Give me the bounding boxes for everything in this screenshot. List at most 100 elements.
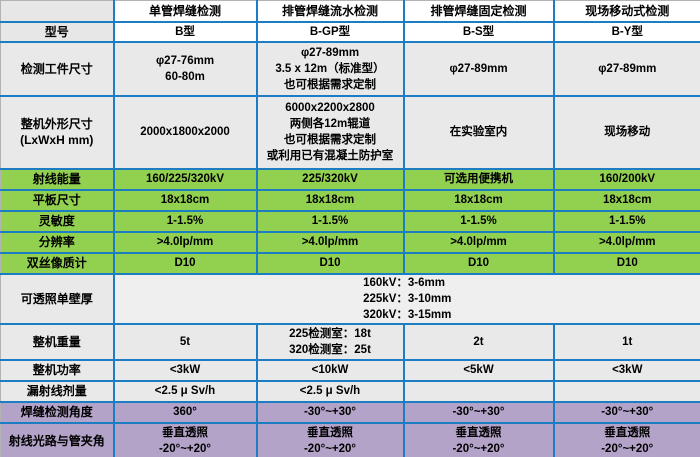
- table-cell: 18x18cm: [552, 188, 700, 212]
- cell-line: 垂直透照: [455, 426, 502, 439]
- row-label: 双丝像质计: [0, 251, 115, 275]
- table-cell: 垂直透照 -20°~+20°: [552, 421, 700, 457]
- table-row-duplex-iqi: 双丝像质计 D10 D10 D10 D10: [0, 251, 700, 275]
- cell-line: -20°~+20°: [601, 442, 654, 455]
- table-cell: B-Y型: [552, 20, 700, 43]
- table-cell: 垂直透照 -20°~+20°: [255, 421, 405, 457]
- table-cell: >4.0lp/mm: [112, 230, 258, 254]
- row-label: 整机重量: [0, 322, 115, 361]
- table-cell: >4.0lp/mm: [552, 230, 700, 254]
- table-cell: 可选用便携机: [402, 167, 555, 191]
- row-label: 整机外形尺寸 (LxWxH mm): [0, 94, 115, 170]
- table-cell: 160/200kV: [552, 167, 700, 191]
- table-row-header: 单管焊缝检测 排管焊缝流水检测 排管焊缝固定检测 现场移动式检测: [0, 0, 700, 23]
- column-header: 排管焊缝流水检测: [255, 0, 405, 23]
- column-header: 排管焊缝固定检测: [402, 0, 555, 23]
- table-cell: 2000x1800x2000: [112, 94, 258, 170]
- table-cell: <3kW: [112, 358, 258, 382]
- table-cell: -30°~+30°: [255, 400, 405, 424]
- cell-line: 垂直透照: [307, 426, 353, 439]
- table-cell: <2.5 μ Sv/h: [255, 379, 405, 403]
- table-cell: <10kW: [255, 358, 405, 382]
- table-cell: φ27-89mm: [402, 40, 555, 97]
- table-cell: <3kW: [552, 358, 700, 382]
- column-header: 单管焊缝检测: [112, 0, 258, 23]
- table-cell: 18x18cm: [112, 188, 258, 212]
- corner-cell: [0, 0, 115, 23]
- table-cell-merged: 160kV：3-6mm 225kV：3-10mm 320kV：3-15mm: [112, 272, 700, 325]
- cell-line: 两侧各12m辊道: [289, 118, 371, 130]
- table-cell: [552, 379, 700, 403]
- table-cell: -30°~+30°: [552, 400, 700, 424]
- cell-line: 或利用已有混凝土防护室: [266, 150, 394, 162]
- weight-values: 225检测室：18t 320检测室：25t: [289, 326, 371, 358]
- table-cell: φ27-76mm 60-80m: [112, 40, 258, 97]
- table-cell: 1t: [552, 322, 700, 361]
- table-row-energy: 射线能量 160/225/320kV 225/320kV 可选用便携机 160/…: [0, 167, 700, 191]
- row-label: 射线能量: [0, 167, 115, 191]
- table-cell: B型: [112, 20, 258, 43]
- row-label: 可透照单壁厚: [0, 272, 115, 325]
- cell-line: 6000x2200x2800: [285, 102, 375, 114]
- table-cell: 1-1.5%: [255, 209, 405, 233]
- row-label: 平板尺寸: [0, 188, 115, 212]
- row-label: 整机功率: [0, 358, 115, 382]
- table-cell: 在实验室内: [402, 94, 555, 170]
- cell-line: -20°~+20°: [303, 442, 357, 455]
- table-row-weight: 整机重量 5t 225检测室：18t 320检测室：25t 2t 1t: [0, 322, 700, 361]
- cell-line: 225检测室：18t: [289, 327, 371, 340]
- table-cell: >4.0lp/mm: [402, 230, 555, 254]
- table-cell: φ27-89mm 3.5 x 12m（标准型） 也可根据需求定制: [255, 40, 405, 97]
- table-cell: >4.0lp/mm: [255, 230, 405, 254]
- table-cell: 垂直透照 -20°~+20°: [402, 421, 555, 457]
- row-label: 焊缝检测角度: [0, 400, 115, 424]
- table-row-model: 型号 B型 B-GP型 B-S型 B-Y型: [0, 20, 700, 43]
- table-cell: D10: [552, 251, 700, 275]
- table-cell: 18x18cm: [402, 188, 555, 212]
- cell-line: 垂直透照: [604, 426, 651, 439]
- table-cell: <5kW: [402, 358, 555, 382]
- cell-line: 也可根据需求定制: [284, 78, 376, 91]
- cell-line: 也可根据需求定制: [284, 134, 376, 146]
- cell-line: 整机外形尺寸: [20, 117, 93, 131]
- table-row-workpiece: 检测工件尺寸 φ27-76mm 60-80m φ27-89mm 3.5 x 12…: [0, 40, 700, 97]
- table-cell: B-GP型: [255, 20, 405, 43]
- wall-thickness-values: 160kV：3-6mm 225kV：3-10mm 320kV：3-15mm: [363, 276, 452, 322]
- row-label: 漏射线剂量: [0, 379, 115, 403]
- table-row-angle: 焊缝检测角度 360° -30°~+30° -30°~+30° -30°~+30…: [0, 400, 700, 424]
- table-cell: 6000x2200x2800 两侧各12m辊道 也可根据需求定制 或利用已有混凝…: [255, 94, 405, 170]
- table-row-power: 整机功率 <3kW <10kW <5kW <3kW: [0, 358, 700, 382]
- cell-line: 160kV：3-6mm: [363, 276, 445, 289]
- table-cell: φ27-89mm: [552, 40, 700, 97]
- table-cell: <2.5 μ Sv/h: [112, 379, 258, 403]
- table-cell: 1-1.5%: [112, 209, 258, 233]
- cell-line: 225kV：3-10mm: [363, 292, 452, 305]
- table-cell: 160/225/320kV: [112, 167, 258, 191]
- cell-line: -20°~+20°: [158, 442, 212, 455]
- table-cell: 18x18cm: [255, 188, 405, 212]
- cell-line: (LxWxH mm): [20, 133, 94, 147]
- table-cell: D10: [402, 251, 555, 275]
- cell-line: φ27-89mm: [300, 46, 360, 59]
- table-cell: D10: [112, 251, 258, 275]
- table-row-beam-angle: 射线光路与管夹角 垂直透照 -20°~+20° 垂直透照 -20°~+20° 垂…: [0, 421, 700, 457]
- row-label: 射线光路与管夹角: [0, 421, 115, 457]
- cell-line: 垂直透照: [162, 426, 208, 439]
- table-cell: B-S型: [402, 20, 555, 43]
- cell-line: 3.5 x 12m（标准型）: [275, 62, 385, 75]
- table-cell: 360°: [112, 400, 258, 424]
- table-cell: -30°~+30°: [402, 400, 555, 424]
- table-row-wall-thickness: 可透照单壁厚 160kV：3-6mm 225kV：3-10mm 320kV：3-…: [0, 272, 700, 325]
- cell-line: 320检测室：25t: [289, 343, 371, 356]
- table-cell: 现场移动: [552, 94, 700, 170]
- table-cell: D10: [255, 251, 405, 275]
- table-cell: [402, 379, 555, 403]
- table-cell: 5t: [112, 322, 258, 361]
- table-row-panel: 平板尺寸 18x18cm 18x18cm 18x18cm 18x18cm: [0, 188, 700, 212]
- cell-line: 60-80m: [165, 70, 205, 83]
- cell-line: 320kV：3-15mm: [363, 308, 452, 321]
- cell-line: φ27-76mm: [155, 54, 215, 67]
- table-cell: 225检测室：18t 320检测室：25t: [255, 322, 405, 361]
- table-row-sensitivity: 灵敏度 1-1.5% 1-1.5% 1-1.5% 1-1.5%: [0, 209, 700, 233]
